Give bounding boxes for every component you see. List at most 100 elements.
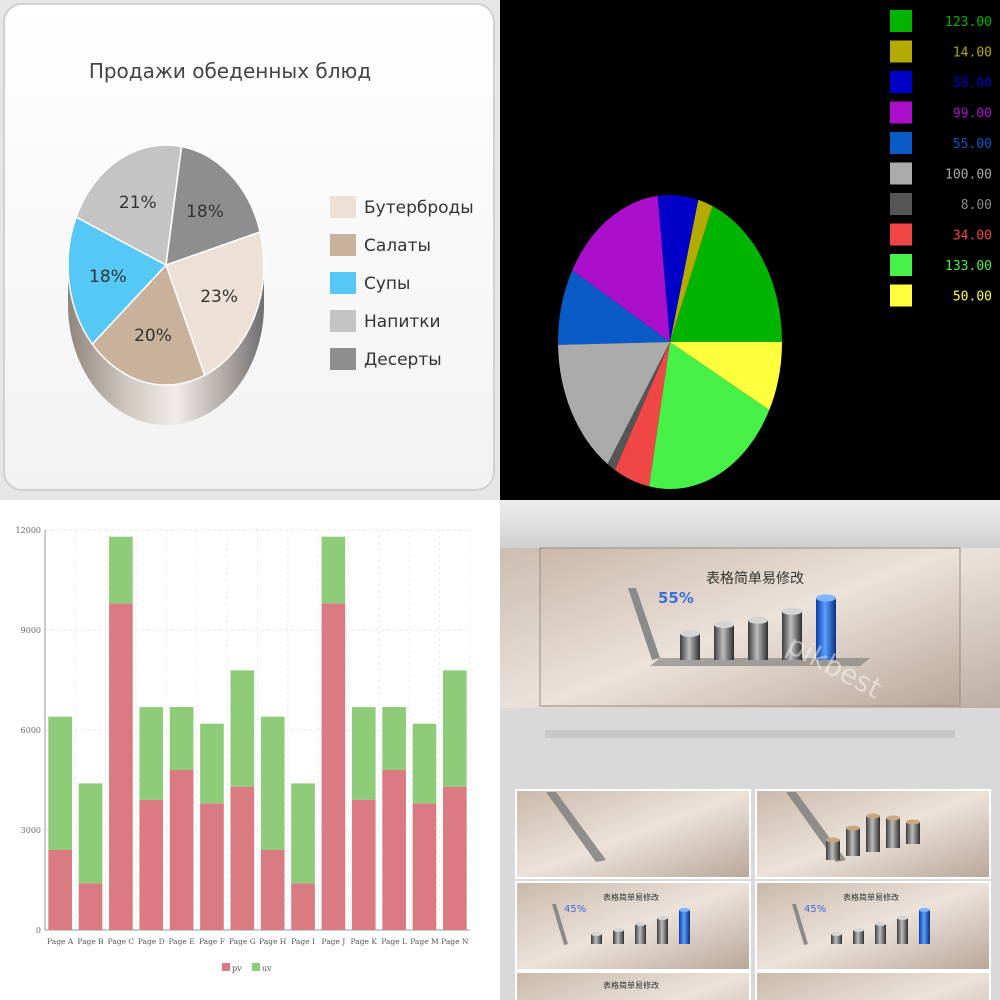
cylinder-bar: [897, 918, 908, 944]
pie-body: 23% 20% 18% 21% 18%: [67, 144, 265, 425]
cylinder-top: [591, 932, 602, 936]
legend-swatch: [330, 348, 356, 370]
bar-segment: [442, 670, 467, 787]
legend-swatch: [252, 963, 260, 971]
pie-slice: [75, 144, 183, 267]
cylinder-top: [657, 916, 668, 920]
chart-title: Продажи обеденных блюд: [89, 59, 371, 83]
bar-segment: [321, 536, 346, 604]
lunch-sales-pie-chart: Продажи обеденных блюд 23% 20% 18% 21% 18% Б…: [3, 3, 495, 491]
legend-swatch: [330, 310, 356, 332]
pie-slice: [558, 342, 670, 465]
x-tick-label: Page C: [108, 937, 135, 946]
thumbnail[interactable]: [755, 881, 991, 971]
cylinder-top: [714, 620, 734, 629]
bar-segment: [412, 723, 437, 804]
legend-label: Салаты: [364, 236, 431, 256]
legend-label: Бутерброды: [364, 198, 474, 218]
cylinder-top: [748, 616, 768, 624]
bar-segment: [169, 707, 194, 770]
legend-value: 133.00: [945, 259, 992, 274]
y-tick-label: 9000: [21, 626, 41, 635]
x-tick-label: Page K: [351, 937, 378, 946]
template-preview: 表格简单易修改 55% pikbest 表格简单易修改45%表格简单易修改45%…: [500, 500, 1000, 1000]
thumb-cylinders: [792, 904, 930, 945]
cylinder-bar: [680, 633, 700, 660]
legend-swatch: [890, 284, 912, 307]
thumbnail[interactable]: [515, 789, 751, 879]
thumb-backboard: [792, 904, 808, 945]
grid: [44, 529, 471, 931]
chart-platform: [650, 658, 870, 666]
thumbnail-grid: 表格简单易修改 45% 表格简单易修改 45% 表格简单易修改: [515, 789, 991, 1000]
cylinder-top: [886, 815, 900, 821]
legend-value: 55.00: [953, 137, 992, 152]
cylinder-bar: [657, 918, 668, 944]
cylinder-bar: [919, 910, 930, 944]
pie-slice: [165, 230, 265, 377]
bar-segment: [412, 803, 437, 930]
thumbnail[interactable]: [755, 971, 991, 1000]
cylinder-bar: [591, 934, 602, 944]
legend-swatch: [330, 272, 356, 294]
cylinder-bar: [875, 924, 886, 944]
bar-segment: [442, 786, 467, 930]
thumb-percent: 45%: [564, 904, 586, 915]
y-tick-label: 3000: [21, 826, 41, 835]
slice-value-label: 18%: [186, 202, 224, 222]
thumbnail[interactable]: [515, 881, 751, 971]
cylinder-bar: [866, 816, 880, 852]
legend-value: 99.00: [953, 107, 992, 122]
cylinder-bar: [714, 624, 734, 660]
legend-label: pv: [232, 964, 242, 973]
cylinder-top: [897, 916, 908, 920]
x-tick-label: Page M: [410, 937, 439, 946]
bar-segment: [139, 707, 164, 800]
cylinder-top: [875, 922, 886, 926]
cylinder-bars: [628, 588, 870, 666]
legend: Бутерброды Салаты Супы Напитки Десерты: [330, 196, 474, 370]
bar-segment: [260, 716, 285, 850]
slice-value-label: 21%: [119, 193, 157, 213]
x-axis-labels: Page A Page B Page C Page D Page E Page F Page…: [47, 937, 469, 946]
cylinder-bar: [906, 822, 920, 844]
pie-slice: [670, 205, 782, 342]
pie-slice: [670, 342, 782, 410]
thumbnail[interactable]: [515, 971, 751, 1000]
legend-value: 38.00: [953, 76, 992, 91]
pie-slice: [572, 195, 670, 342]
legend-value: 123.00: [945, 15, 992, 30]
legend-swatch: [890, 10, 912, 32]
pie-slice: [607, 342, 670, 471]
bar-segment: [200, 723, 224, 804]
y-tick-label: 6000: [21, 726, 41, 735]
bar-segment: [78, 883, 103, 930]
x-tick-label: Page A: [47, 937, 74, 946]
x-tick-label: Page I: [291, 937, 315, 946]
bar-segment: [139, 799, 164, 930]
top-strip: [500, 500, 1000, 548]
pie-slice: [558, 270, 670, 345]
cylinder-bar: [635, 924, 646, 944]
chart-backboard: [628, 588, 660, 660]
pie-slice: [91, 263, 206, 386]
cylinder-bar: [853, 930, 864, 944]
legend-label: uv: [262, 964, 272, 973]
x-tick-label: Page D: [138, 937, 165, 946]
legend-label: Супы: [364, 274, 410, 294]
bar-segment: [230, 670, 255, 787]
bar-segment: [169, 770, 194, 930]
thumb-percent: 45%: [804, 904, 826, 915]
legend-label: Десерты: [364, 350, 442, 370]
pie-slice: [67, 215, 168, 346]
cylinder-bar: [679, 910, 690, 944]
x-tick-label: Page E: [168, 937, 194, 946]
cylinder-top: [831, 932, 842, 936]
cylinder-bar: [748, 620, 768, 660]
cylinder-top: [782, 607, 802, 615]
thumb-title: 表格简单易修改: [843, 892, 899, 902]
legend-swatch: [890, 254, 912, 276]
slice-value-label: 23%: [200, 287, 238, 307]
y-tick-label: 12000: [16, 526, 41, 535]
